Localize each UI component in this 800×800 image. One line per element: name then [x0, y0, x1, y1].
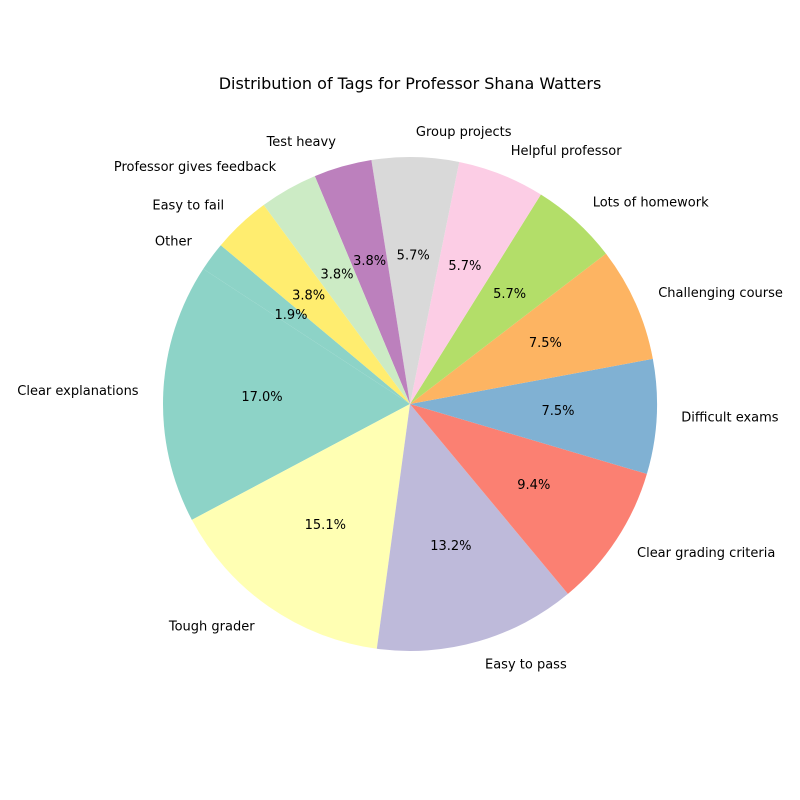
slice-label: Difficult exams [681, 411, 779, 426]
slice-label: Clear grading criteria [637, 546, 775, 561]
pie-slice [314, 160, 410, 404]
slice-label: Professor gives feedback [114, 160, 277, 175]
percent-label: 3.8% [353, 254, 386, 269]
percent-label: 7.5% [529, 336, 562, 351]
slice-label: Easy to pass [485, 658, 567, 673]
slice-label: Test heavy [266, 135, 337, 150]
percent-label: 1.9% [274, 308, 307, 323]
pie-slices [163, 157, 658, 651]
percent-label: 5.7% [397, 248, 430, 263]
slice-label: Challenging course [658, 286, 783, 301]
slice-labels: Other Clear explanations Tough grader Easy … [17, 125, 783, 673]
percent-label: 3.8% [320, 268, 353, 283]
percent-label: 17.0% [241, 390, 282, 405]
percent-label: 5.7% [493, 287, 526, 302]
percent-label: 5.7% [448, 259, 481, 274]
slice-label: Helpful professor [511, 144, 623, 159]
pie-slice [410, 194, 606, 404]
slice-label: Clear explanations [17, 384, 139, 399]
pie-slice [191, 404, 410, 649]
pie-slice [410, 161, 541, 404]
slice-label: Lots of homework [593, 195, 709, 210]
pie-slice [220, 205, 410, 404]
pie-slice [410, 358, 658, 474]
pie-slice [376, 404, 568, 651]
slice-label: Group projects [416, 125, 512, 140]
chart-title: Distribution of Tags for Professor Shana… [219, 74, 602, 93]
percent-labels: 1.9% 17.0% 15.1% 13.2% 9.4% 7.5% 7.5% 5.7% 5.7% 5… [241, 248, 574, 554]
pie-slice [203, 245, 410, 404]
slice-label: Easy to fail [152, 198, 224, 213]
slice-label: Tough grader [168, 619, 255, 634]
pie-slice [371, 157, 460, 404]
percent-label: 9.4% [517, 478, 550, 493]
percent-label: 7.5% [541, 404, 574, 419]
pie-slice [163, 268, 410, 520]
pie-slice [410, 253, 653, 404]
percent-label: 13.2% [430, 539, 471, 554]
percent-label: 3.8% [292, 288, 325, 303]
percent-label: 15.1% [305, 518, 346, 533]
pie-slice [410, 404, 647, 594]
pie-slice [263, 176, 410, 404]
slice-label: Other [155, 235, 193, 250]
